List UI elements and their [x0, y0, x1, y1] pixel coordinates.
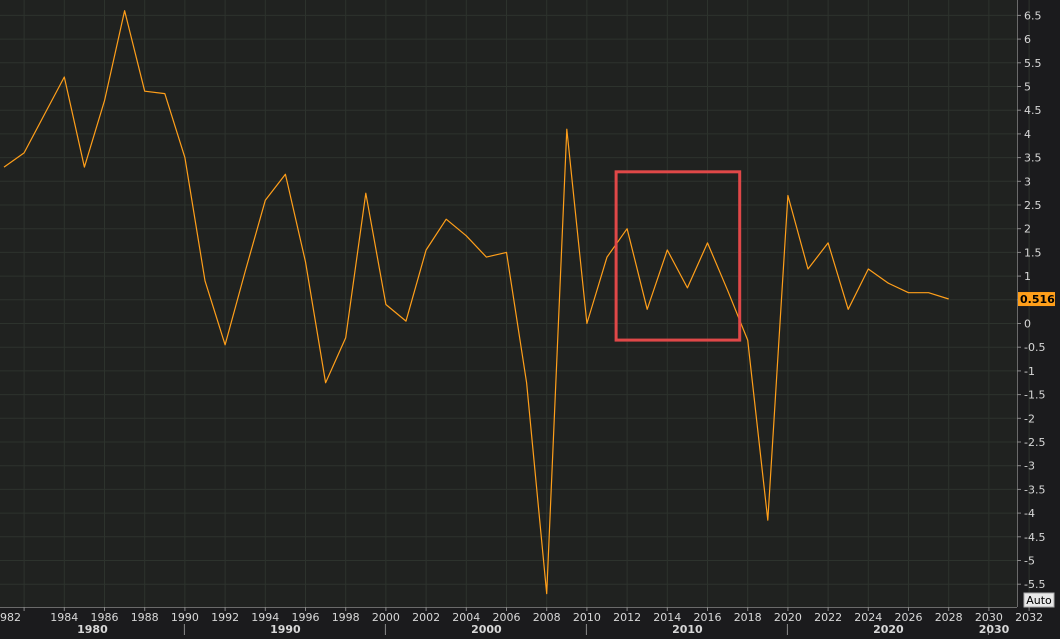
y-tick-label: -3 [1024, 460, 1035, 473]
last-value-label: 0.516 [1020, 293, 1055, 306]
y-tick-label: 0 [1024, 318, 1031, 331]
x-tick-label: 1990 [171, 611, 199, 624]
y-tick-label: -5.5 [1024, 578, 1045, 591]
y-tick-label: 4 [1024, 128, 1031, 141]
x-tick-label: 982 [0, 611, 21, 624]
x-tick-label: 2010 [573, 611, 601, 624]
y-tick-label: 2.5 [1024, 199, 1042, 212]
auto-scale-button[interactable]: Auto [1023, 592, 1055, 608]
x-tick-label: 2018 [734, 611, 762, 624]
y-tick-label: -5 [1024, 555, 1035, 568]
x-tick-label: 2030 [975, 611, 1003, 624]
x-tick-label: 1998 [332, 611, 360, 624]
series-line [3, 10, 949, 595]
x-tick-label: 2026 [895, 611, 923, 624]
decade-label: 2030 [979, 623, 1010, 635]
decade-label: 2020 [873, 623, 904, 635]
y-tick-label: 3 [1024, 175, 1031, 188]
x-tick-label: 2022 [814, 611, 842, 624]
x-tick-label: 2020 [774, 611, 802, 624]
y-tick-label: 6 [1024, 33, 1031, 46]
x-tick-label: 2032 [1015, 611, 1043, 624]
x-tick-label: 1992 [211, 611, 239, 624]
x-tick-label: 2000 [372, 611, 400, 624]
grid-lines [0, 0, 1030, 607]
x-tick-label: 1986 [91, 611, 119, 624]
decade-label: 2000 [471, 623, 502, 635]
x-tick-label: 2006 [493, 611, 521, 624]
x-tick-label: 2024 [854, 611, 882, 624]
y-tick-label: -4.5 [1024, 531, 1045, 544]
x-axis: 982 1984 1986 1988 1990 1992 1994 1996 1998 2000 2… [0, 607, 1043, 624]
y-tick-label: 4.5 [1024, 104, 1042, 117]
y-tick-label: 1 [1024, 270, 1031, 283]
x-tick-label: 2008 [533, 611, 561, 624]
x-tick-label: 2012 [613, 611, 641, 624]
y-tick-label: 6.5 [1024, 9, 1042, 22]
x-tick-label: 2002 [412, 611, 440, 624]
plot-area [0, 0, 1017, 607]
x-tick-label: 1994 [251, 611, 279, 624]
highlight-box [614, 170, 742, 342]
x-tick-label: 2028 [935, 611, 963, 624]
x-tick-label: 1996 [292, 611, 320, 624]
y-tick-label: -3.5 [1024, 483, 1045, 496]
x-tick-label: 2014 [653, 611, 681, 624]
y-tick-label: 3.5 [1024, 152, 1042, 165]
y-axis: -5.5-5-4.5-4-3.5-3-2.5-2-1.5-1-0.500.511… [1017, 9, 1045, 591]
auto-scale-button-label: Auto [1026, 594, 1052, 607]
last-value-badge [1018, 292, 1055, 307]
x-tick-label: 2016 [694, 611, 722, 624]
x-tick-label: 1988 [131, 611, 159, 624]
y-tick-label: -2.5 [1024, 436, 1045, 449]
y-tick-label: 5 [1024, 81, 1031, 94]
decade-label: 1980 [77, 623, 108, 635]
x-tick-label: 1984 [50, 611, 78, 624]
y-tick-label: -2 [1024, 412, 1035, 425]
y-tick-label: -0.5 [1024, 341, 1045, 354]
x-tick-label: 2004 [452, 611, 480, 624]
auto-scale-button-bg [1023, 592, 1055, 608]
decade-label: 1990 [270, 623, 301, 635]
decade-label: 2010 [672, 623, 703, 635]
y-tick-label: -1.5 [1024, 389, 1045, 402]
y-tick-label: 2 [1024, 223, 1031, 236]
decade-axis: 1980 1990 2000 2010 2020 2030 [77, 623, 1010, 636]
y-tick-label: 1.5 [1024, 246, 1042, 259]
y-tick-label: -1 [1024, 365, 1035, 378]
y-tick-label: 5.5 [1024, 57, 1042, 70]
y-tick-label: -4 [1024, 507, 1035, 520]
